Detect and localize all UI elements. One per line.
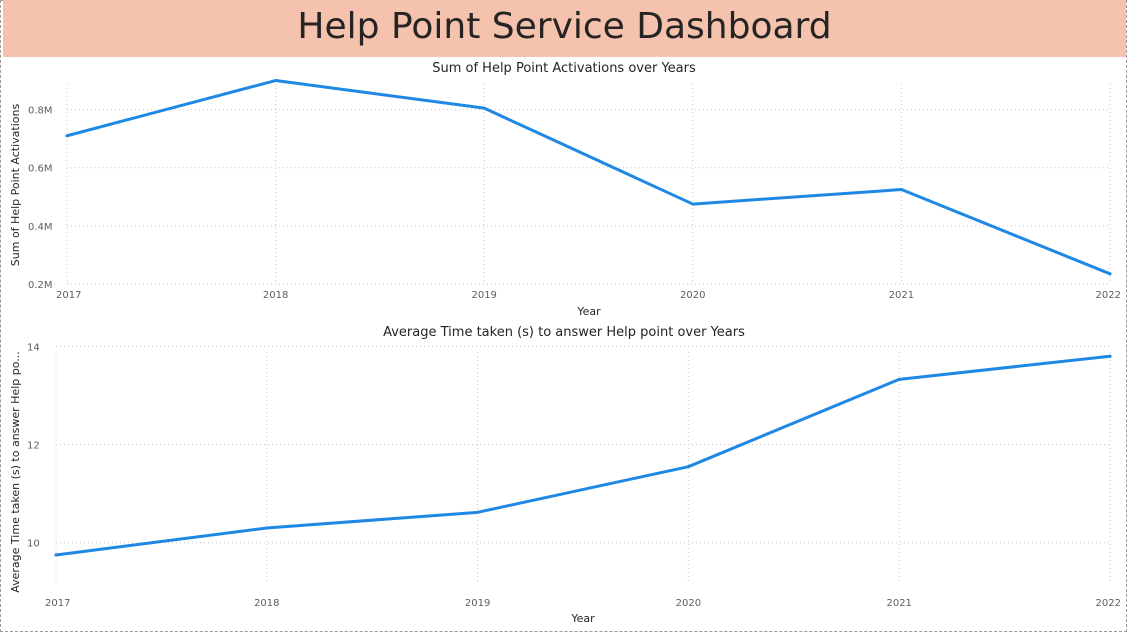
y-axis-title: Average Time taken (s) to answer Help po… <box>9 351 22 593</box>
x-tick-label: 2022 <box>1096 290 1121 301</box>
y-tick-label: 0.4M <box>28 222 53 233</box>
answer-time-line-chart[interactable]: Average Time taken (s) to answer Help po… <box>0 322 1129 628</box>
x-tick-label: 2019 <box>471 290 496 301</box>
chart-title: Average Time taken (s) to answer Help po… <box>383 325 745 340</box>
x-tick-label: 2020 <box>680 290 705 301</box>
x-tick-label: 2018 <box>254 598 279 609</box>
data-point <box>482 106 486 110</box>
x-tick-label: 2021 <box>886 598 911 609</box>
data-point <box>897 377 901 381</box>
data-point <box>65 134 69 138</box>
page-scrollbar[interactable] <box>1119 58 1123 618</box>
y-tick-label: 0.8M <box>28 106 53 117</box>
data-point <box>1108 354 1112 358</box>
data-point <box>1108 272 1112 276</box>
y-tick-label: 14 <box>27 342 40 353</box>
series-line <box>54 354 1112 557</box>
data-point <box>265 526 269 530</box>
data-point <box>476 510 480 514</box>
series-line <box>65 79 1112 276</box>
x-tick-label: 2017 <box>45 598 70 609</box>
data-point <box>274 79 278 83</box>
x-tick-label: 2021 <box>889 290 914 301</box>
y-tick-label: 12 <box>27 441 40 452</box>
x-tick-label: 2018 <box>263 290 288 301</box>
dashboard-title: Help Point Service Dashboard <box>297 6 832 47</box>
x-axis-title: Year <box>576 305 601 318</box>
y-tick-label: 0.6M <box>28 164 53 175</box>
x-axis-title: Year <box>570 612 595 625</box>
data-point <box>686 465 690 469</box>
data-point <box>899 188 903 192</box>
data-point <box>54 553 58 557</box>
activations-line-chart[interactable]: Sum of Help Point Activations over Years… <box>0 58 1129 322</box>
x-tick-label: 2020 <box>676 598 701 609</box>
chart-title: Sum of Help Point Activations over Years <box>432 61 696 76</box>
dashboard-header: Help Point Service Dashboard <box>3 0 1126 57</box>
x-tick-label: 2019 <box>465 598 490 609</box>
data-point <box>691 202 695 206</box>
y-tick-label: 0.2M <box>28 280 53 291</box>
x-tick-label: 2022 <box>1096 598 1121 609</box>
x-tick-label: 2017 <box>56 290 81 301</box>
y-tick-label: 10 <box>27 539 40 550</box>
y-axis-title: Sum of Help Point Activations <box>9 104 22 267</box>
